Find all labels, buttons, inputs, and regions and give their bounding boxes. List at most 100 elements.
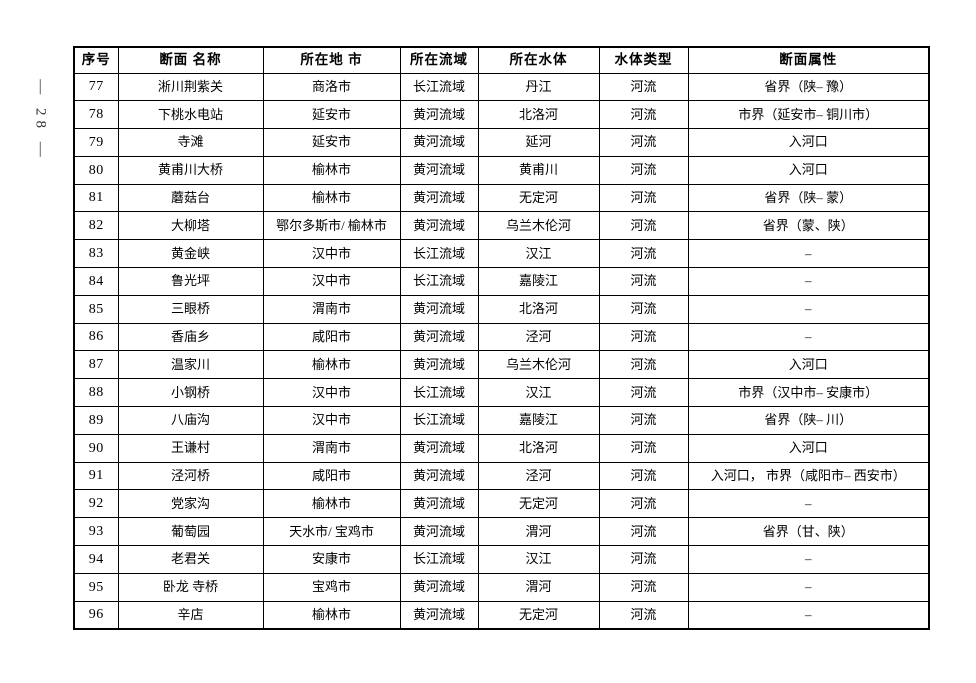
table-cell-type: 河流 xyxy=(598,600,689,630)
table-row: 96 辛店 榆林市 黄河流域 无定河 河流 – xyxy=(73,600,930,630)
table-cell-city: 鄂尔多斯市/ 榆林市 xyxy=(262,211,401,241)
table-cell-water_body: 嘉陵江 xyxy=(477,267,600,296)
table-cell-name: 小钢桥 xyxy=(117,378,264,408)
table-cell-attribute: 入河口 xyxy=(687,128,930,157)
table-cell-city: 咸阳市 xyxy=(262,461,401,491)
table-cell-city: 汉中市 xyxy=(262,378,401,408)
table-cell-type: 河流 xyxy=(598,489,689,519)
table-cell-city: 渭南市 xyxy=(262,294,401,324)
table-cell-attribute: 市界（延安市– 铜川市） xyxy=(687,100,930,130)
table-cell-water_body: 北洛河 xyxy=(477,433,600,463)
table-cell-attribute: 省界（陕– 蒙） xyxy=(687,183,930,213)
table-cell-city: 咸阳市 xyxy=(262,322,401,352)
table-cell-city: 榆林市 xyxy=(262,350,401,380)
table-cell-attribute: 入河口 xyxy=(687,350,930,380)
table-cell-water_body: 乌兰木伦河 xyxy=(477,350,600,380)
table-cell-name: 三眼桥 xyxy=(117,294,264,324)
table-cell-city: 汉中市 xyxy=(262,406,401,435)
table-cell-city: 商洛市 xyxy=(262,72,401,102)
table-cell-attribute: 省界（甘、陕） xyxy=(687,517,930,547)
table-cell-type: 河流 xyxy=(598,294,689,324)
column-header-name: 断面 名称 xyxy=(117,46,264,74)
table-cell-type: 河流 xyxy=(598,433,689,463)
table-row: 90 王谦村 渭南市 黄河流域 北洛河 河流 入河口 xyxy=(73,433,930,463)
table-cell-name: 下桃水电站 xyxy=(117,100,264,130)
table-cell-index: 78 xyxy=(73,100,119,130)
table-cell-water_body: 汉江 xyxy=(477,545,600,574)
table-cell-basin: 黄河流域 xyxy=(399,461,479,491)
table-cell-basin: 黄河流域 xyxy=(399,489,479,519)
table-cell-name: 黄甫川大桥 xyxy=(117,155,264,185)
table-cell-type: 河流 xyxy=(598,128,689,157)
table-cell-type: 河流 xyxy=(598,378,689,408)
table-cell-index: 77 xyxy=(73,72,119,102)
column-header-water-body: 所在水体 xyxy=(477,46,600,74)
table-cell-attribute: 省界（蒙、陕） xyxy=(687,211,930,241)
table-cell-city: 榆林市 xyxy=(262,183,401,213)
table-cell-type: 河流 xyxy=(598,267,689,296)
column-header-attribute: 断面属性 xyxy=(687,46,930,74)
table-cell-attribute: 市界（汉中市– 安康市） xyxy=(687,378,930,408)
table-cell-city: 安康市 xyxy=(262,545,401,574)
table-cell-type: 河流 xyxy=(598,211,689,241)
table-cell-basin: 黄河流域 xyxy=(399,322,479,352)
table-header: 序号 断面 名称 所在地 市 所在流域 所在水体 水体类型 断面属性 xyxy=(73,46,930,74)
table-cell-city: 天水市/ 宝鸡市 xyxy=(262,517,401,547)
table-cell-name: 卧龙 寺桥 xyxy=(117,572,264,602)
table-row: 94 老君关 安康市 长江流域 汉江 河流 – xyxy=(73,545,930,574)
column-header-index: 序号 xyxy=(73,46,119,74)
table-cell-water_body: 汉江 xyxy=(477,378,600,408)
table-cell-index: 85 xyxy=(73,294,119,324)
table-row: 95 卧龙 寺桥 宝鸡市 黄河流域 渭河 河流 – xyxy=(73,572,930,602)
table-cell-index: 88 xyxy=(73,378,119,408)
table-cell-basin: 黄河流域 xyxy=(399,211,479,241)
table-cell-basin: 长江流域 xyxy=(399,267,479,296)
table-cell-city: 延安市 xyxy=(262,128,401,157)
table-cell-attribute: 省界（陕– 豫） xyxy=(687,72,930,102)
table-cell-type: 河流 xyxy=(598,155,689,185)
table-cell-index: 95 xyxy=(73,572,119,602)
table-cell-index: 91 xyxy=(73,461,119,491)
table-row: 77 淅川荆紫关 商洛市 长江流域 丹江 河流 省界（陕– 豫） xyxy=(73,72,930,102)
table-cell-type: 河流 xyxy=(598,572,689,602)
table-row: 87 温家川 榆林市 黄河流域 乌兰木伦河 河流 入河口 xyxy=(73,350,930,380)
table-cell-index: 79 xyxy=(73,128,119,157)
table-row: 93 葡萄园 天水市/ 宝鸡市 黄河流域 渭河 河流 省界（甘、陕） xyxy=(73,517,930,547)
monitoring-sections-table: 序号 断面 名称 所在地 市 所在流域 所在水体 水体类型 断面属性 77 淅川荆… xyxy=(73,46,930,630)
table-cell-type: 河流 xyxy=(598,350,689,380)
table-cell-basin: 长江流域 xyxy=(399,545,479,574)
table-cell-attribute: – xyxy=(687,294,930,324)
table-cell-attribute: – xyxy=(687,239,930,269)
table-cell-water_body: 无定河 xyxy=(477,183,600,213)
table-cell-city: 延安市 xyxy=(262,100,401,130)
table-row: 84 鲁光坪 汉中市 长江流域 嘉陵江 河流 – xyxy=(73,267,930,296)
table-cell-water_body: 无定河 xyxy=(477,489,600,519)
table-row: 85 三眼桥 渭南市 黄河流域 北洛河 河流 – xyxy=(73,294,930,324)
table-cell-water_body: 泾河 xyxy=(477,461,600,491)
table-cell-basin: 长江流域 xyxy=(399,72,479,102)
table-cell-attribute: 省界（陕– 川） xyxy=(687,406,930,435)
table-cell-attribute: 入河口， 市界（咸阳市– 西安市） xyxy=(687,461,930,491)
table-cell-attribute: – xyxy=(687,572,930,602)
table-cell-city: 榆林市 xyxy=(262,489,401,519)
table-cell-name: 老君关 xyxy=(117,545,264,574)
table-cell-attribute: 入河口 xyxy=(687,433,930,463)
table-cell-city: 榆林市 xyxy=(262,155,401,185)
table-cell-type: 河流 xyxy=(598,100,689,130)
table-cell-attribute: – xyxy=(687,600,930,630)
table-cell-basin: 黄河流域 xyxy=(399,155,479,185)
column-header-basin: 所在流域 xyxy=(399,46,479,74)
table-cell-basin: 黄河流域 xyxy=(399,433,479,463)
table-cell-type: 河流 xyxy=(598,461,689,491)
table-cell-name: 王谦村 xyxy=(117,433,264,463)
table-cell-basin: 黄河流域 xyxy=(399,128,479,157)
table-cell-basin: 黄河流域 xyxy=(399,572,479,602)
table-cell-basin: 黄河流域 xyxy=(399,600,479,630)
table-cell-name: 泾河桥 xyxy=(117,461,264,491)
table-cell-city: 渭南市 xyxy=(262,433,401,463)
table-cell-water_body: 汉江 xyxy=(477,239,600,269)
table-cell-city: 汉中市 xyxy=(262,267,401,296)
table-cell-name: 淅川荆紫关 xyxy=(117,72,264,102)
table-cell-name: 温家川 xyxy=(117,350,264,380)
